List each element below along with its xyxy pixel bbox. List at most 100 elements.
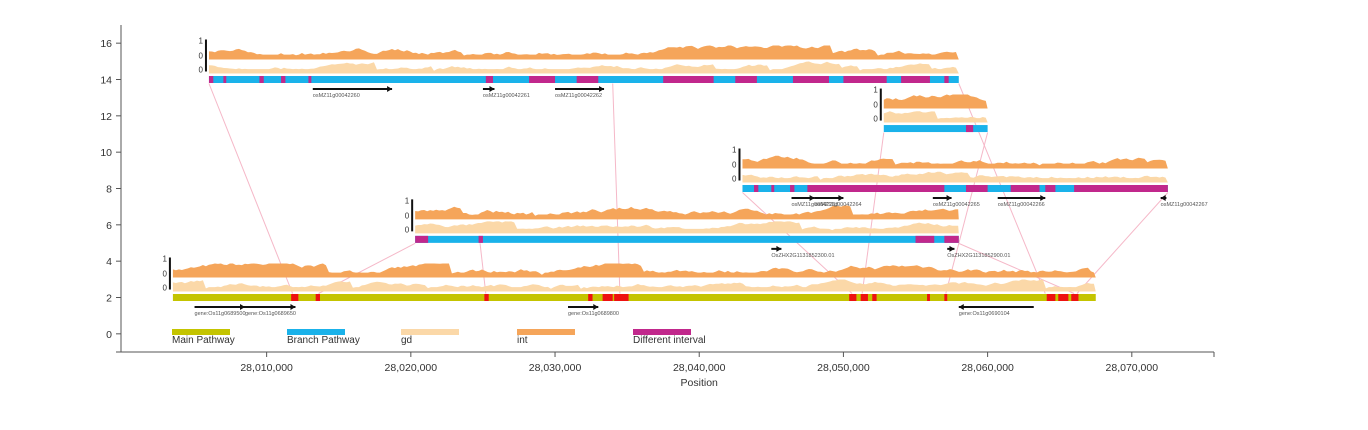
diff-interval: [315, 294, 320, 301]
diff-interval: [843, 76, 887, 83]
diff-interval: [849, 294, 857, 301]
diff-interval: [308, 76, 312, 83]
legend-label: Branch Pathway: [287, 335, 360, 346]
gene-arrowhead: [838, 195, 844, 201]
scale-label-mid: 0: [732, 161, 737, 170]
y-tick-label: 6: [106, 220, 112, 232]
scale-label-bottom: 0: [732, 175, 737, 184]
gene-arrowhead: [809, 195, 815, 201]
gene-label: osMZ11g00042264: [815, 202, 862, 208]
link-line: [958, 242, 1075, 294]
y-tick-label: 4: [106, 256, 112, 268]
gene-label: osMZ11g00042263: [792, 202, 839, 208]
gd-coverage: [883, 111, 988, 123]
diff-interval: [790, 185, 795, 192]
gene-arrowhead: [489, 86, 495, 92]
diff-interval: [944, 294, 948, 301]
track-b2: 1 0 0 osMZ11g00042260 osMZ11g00042261 osMZ11g…: [199, 37, 959, 99]
diff-interval: [588, 294, 593, 301]
link-line: [479, 243, 487, 294]
scale-label-bottom: 0: [162, 284, 167, 293]
legend-label: gd: [401, 335, 412, 346]
legend-label: int: [517, 335, 528, 346]
diff-interval: [735, 76, 757, 83]
gene-arrowhead: [946, 195, 952, 201]
x-axis-title: Position: [681, 377, 719, 389]
diff-interval: [807, 185, 945, 192]
diff-interval: [860, 294, 868, 301]
int-coverage: [208, 45, 959, 60]
legend-swatch: [633, 329, 691, 335]
gene-arrowhead: [1160, 195, 1166, 201]
diff-interval: [901, 76, 930, 83]
scale-label-top: 1: [873, 86, 878, 95]
diff-interval: [576, 76, 599, 83]
scale-label-top: 1: [732, 146, 737, 155]
gene-label: osMZ11g00042265: [933, 202, 980, 208]
x-tick-label: 28,070,000: [1106, 362, 1159, 374]
legend-item: Different interval: [633, 329, 706, 346]
gene-label: OsZHX2G1131852300.01: [771, 253, 834, 259]
diff-interval: [415, 235, 429, 243]
diff-interval: [529, 76, 556, 83]
diff-interval: [1045, 185, 1056, 192]
legend-swatch: [401, 329, 459, 335]
gene-arrowhead: [776, 245, 782, 252]
track-main: 1 0 0 gene:Os11g0689500 gene:Os11g0689650 gen…: [162, 255, 1096, 317]
gene-label: gene:Os11g0689650: [245, 311, 296, 317]
diff-interval: [259, 76, 264, 83]
scale-label-mid: 0: [405, 211, 410, 220]
int-coverage: [415, 205, 959, 220]
diff-interval: [663, 76, 714, 83]
gene-arrowhead: [387, 86, 393, 92]
diff-interval: [927, 294, 930, 301]
gd-coverage: [208, 61, 959, 74]
diff-interval: [754, 185, 759, 192]
gene-label: gene:Os11g0689500: [195, 311, 246, 317]
scale-label-mid: 0: [873, 101, 878, 110]
legend-item: Branch Pathway: [287, 329, 360, 346]
gene-arrowhead: [593, 304, 599, 310]
diff-interval: [485, 76, 494, 83]
track-b1: 1 0 0 OsZHX2G1131852300.01 OsZHX2G1131852900…: [405, 196, 1011, 259]
diff-interval: [602, 294, 613, 301]
x-tick-label: 28,020,000: [385, 362, 438, 374]
link-line: [945, 132, 989, 294]
diff-interval: [792, 76, 829, 83]
link-line: [208, 83, 294, 294]
scale-label-top: 1: [199, 37, 204, 46]
diff-interval: [872, 294, 877, 301]
pathway-bar: [883, 125, 988, 133]
scale-label-top: 1: [162, 255, 167, 264]
y-tick-label: 10: [100, 147, 112, 159]
legend-swatch: [287, 329, 345, 335]
track-area: 1 0 0 gene:Os11g0689500 gene:Os11g0689650 gen…: [162, 37, 1207, 318]
pathway-bar: [415, 235, 959, 243]
x-tick-label: 28,040,000: [673, 362, 726, 374]
legend-item: int: [517, 329, 575, 346]
x-tick-label: 28,010,000: [240, 362, 293, 374]
x-tick-label: 28,060,000: [961, 362, 1014, 374]
y-tick-label: 14: [100, 75, 112, 87]
scale-label-mid: 0: [199, 52, 204, 61]
diff-interval: [1071, 294, 1079, 301]
scale-label-bottom: 0: [873, 115, 878, 124]
diff-interval: [915, 235, 935, 243]
gene-label: osMZ11g00042266: [998, 202, 1045, 208]
link-line: [1076, 192, 1169, 294]
gene-label: osMZ11g00042267: [1161, 202, 1208, 208]
int-coverage: [172, 263, 1096, 278]
legend-label: Main Pathway: [172, 335, 235, 346]
gene-label: OsZHX2G1131852900.01: [947, 253, 1010, 259]
diff-interval: [614, 294, 629, 301]
diff-interval: [478, 235, 483, 243]
gene-arrowhead: [290, 304, 296, 310]
legend-item: Main Pathway: [172, 329, 235, 346]
legend-item: gd: [401, 329, 459, 346]
y-tick-label: 16: [100, 38, 112, 50]
scale-label-top: 1: [405, 196, 410, 205]
gene-label: osMZ11g00042261: [483, 93, 530, 99]
